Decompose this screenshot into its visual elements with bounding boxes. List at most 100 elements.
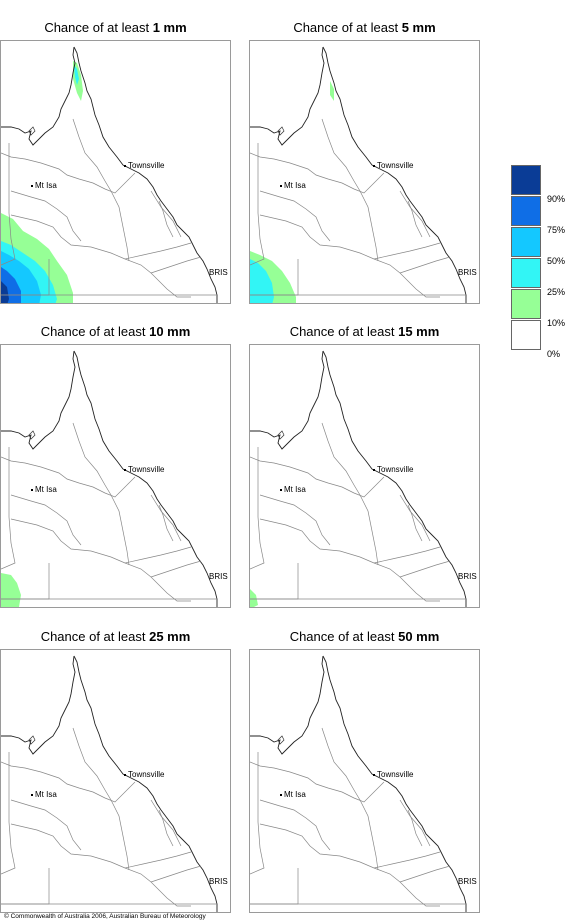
panel-title-10mm: Chance of at least 10 mm: [0, 324, 231, 344]
panel-title-50mm: Chance of at least 50 mm: [249, 629, 480, 649]
brisbane-label: BRIS: [458, 268, 477, 277]
district-boundary: [1, 447, 16, 570]
rainfall-probability-area: [1, 281, 9, 303]
mt-isa-label: Mt Isa: [284, 790, 306, 799]
townsville-label: Townsville: [128, 161, 165, 170]
panel-title-1mm: Chance of at least 1 mm: [0, 20, 231, 40]
title-prefix: Chance of at least: [44, 20, 153, 35]
townsville-label: Townsville: [377, 465, 414, 474]
map-panel-15mm: Townsville Mt Isa BRIS: [249, 344, 480, 608]
mt-isa-label: Mt Isa: [284, 485, 306, 494]
title-prefix: Chance of at least: [289, 629, 399, 644]
map-panel-10mm: Townsville Mt Isa BRIS: [0, 344, 231, 608]
brisbane-label: BRIS: [458, 877, 477, 886]
brisbane-label: BRIS: [209, 877, 228, 886]
district-boundary: [399, 190, 431, 238]
rainfall-probability-area: [74, 65, 79, 85]
mt-isa-label: Mt Isa: [284, 181, 306, 190]
legend-tick-0: 0%: [547, 349, 561, 359]
legend-tick-25: 25%: [547, 287, 566, 297]
district-boundary: [259, 518, 440, 602]
qld-map: [250, 655, 467, 912]
district-boundary: [321, 727, 379, 871]
district-boundary: [72, 118, 130, 262]
panel-title-5mm: Chance of at least 5 mm: [249, 20, 480, 40]
district-boundary: [1, 143, 16, 266]
district-boundary: [399, 799, 431, 847]
district-boundary: [321, 422, 379, 566]
brisbane-label: BRIS: [458, 572, 477, 581]
district-boundary: [150, 190, 182, 238]
district-boundary: [124, 242, 192, 260]
townsville-label: Townsville: [128, 770, 165, 779]
title-amount: 1 mm: [152, 20, 187, 35]
mt-isa-marker: [280, 794, 282, 796]
district-boundary: [373, 546, 441, 564]
coastline: [250, 46, 325, 146]
district-boundary: [1, 152, 136, 194]
title-prefix: Chance of at least: [40, 324, 150, 339]
district-boundary: [250, 761, 385, 803]
qld-map: [1, 350, 218, 607]
district-boundary: [150, 799, 182, 847]
legend-tick-50: 50%: [547, 256, 566, 266]
district-boundary: [10, 823, 191, 907]
townsville-marker: [124, 469, 126, 471]
legend-swatch-10: [511, 289, 541, 319]
district-boundary: [259, 190, 331, 242]
qld-map: [1, 655, 218, 912]
island-outline: [28, 430, 36, 440]
townsville-label: Townsville: [128, 465, 165, 474]
legend-tick-90: 90%: [547, 194, 566, 204]
district-boundary: [10, 518, 191, 602]
district-boundary: [250, 868, 299, 905]
district-boundary: [1, 752, 16, 875]
district-boundary: [1, 868, 50, 905]
coastline: [73, 46, 218, 303]
coastline: [322, 46, 467, 303]
district-boundary: [250, 563, 299, 600]
townsville-marker: [124, 774, 126, 776]
coastline: [1, 350, 76, 450]
coastline: [322, 350, 467, 607]
district-boundary: [399, 494, 431, 542]
title-prefix: Chance of at least: [40, 629, 150, 644]
title-amount: 5 mm: [401, 20, 436, 35]
district-boundary: [150, 865, 202, 883]
island-outline: [28, 126, 36, 136]
legend-tick-75: 75%: [547, 225, 566, 235]
title-amount: 10 mm: [149, 324, 191, 339]
district-boundary: [150, 256, 202, 274]
map-panel-1mm: Townsville Mt Isa BRIS: [0, 40, 231, 304]
townsville-marker: [373, 774, 375, 776]
qld-map: [250, 46, 467, 303]
island-outline: [277, 126, 285, 136]
coastline: [73, 655, 218, 912]
island-outline: [277, 430, 285, 440]
title-amount: 25 mm: [149, 629, 191, 644]
panel-title-25mm: Chance of at least 25 mm: [0, 629, 231, 649]
rainfall-probability-area: [330, 81, 334, 101]
brisbane-label: BRIS: [209, 572, 228, 581]
coastline: [1, 46, 76, 146]
district-boundary: [407, 200, 423, 238]
district-boundary: [259, 799, 331, 851]
district-boundary: [250, 752, 265, 875]
rainfall-probability-area: [250, 259, 274, 303]
title-amount: 50 mm: [398, 629, 440, 644]
coastline: [250, 350, 325, 450]
district-boundary: [124, 546, 192, 564]
district-boundary: [250, 152, 385, 194]
island-outline: [28, 735, 36, 745]
district-boundary: [250, 447, 265, 570]
legend-swatch-75: [511, 196, 541, 226]
title-prefix: Chance of at least: [293, 20, 402, 35]
district-boundary: [259, 214, 440, 298]
district-boundary: [158, 504, 174, 542]
district-boundary: [259, 494, 331, 546]
map-panel-50mm: Townsville Mt Isa BRIS: [249, 649, 480, 913]
coastline: [1, 655, 76, 755]
mt-isa-label: Mt Isa: [35, 485, 57, 494]
mt-isa-marker: [31, 794, 33, 796]
qld-map: [1, 46, 218, 303]
